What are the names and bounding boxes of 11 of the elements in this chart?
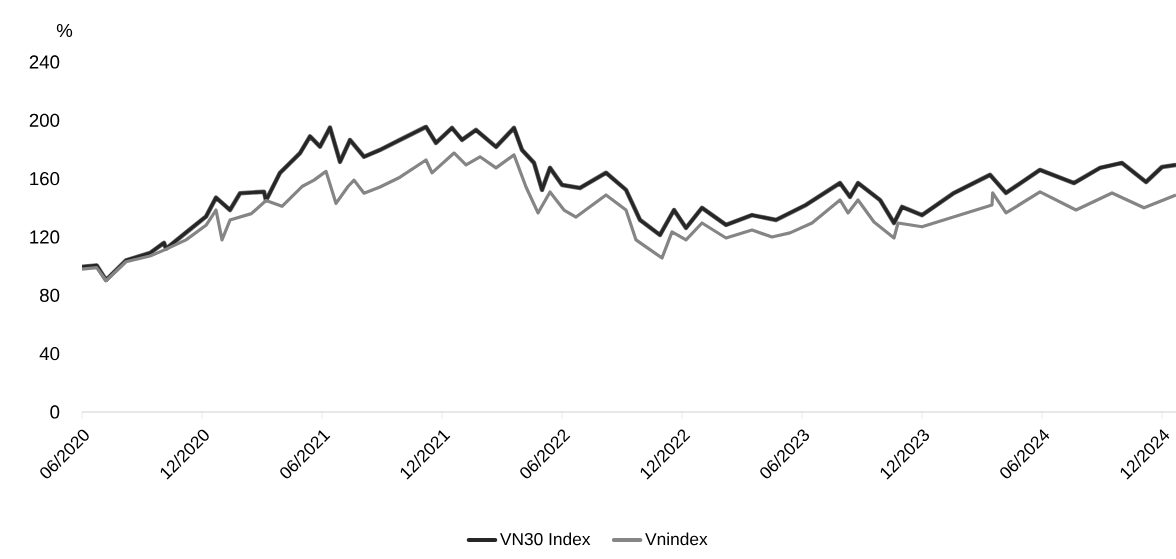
y-tick-label: 0	[50, 405, 60, 419]
y-tick-label: 120	[30, 230, 60, 244]
line-series	[82, 151, 1176, 283]
y-tick-label: 240	[29, 55, 60, 69]
y-axis-title: %	[56, 23, 73, 38]
legend-label: VN30 Index	[500, 532, 591, 546]
y-tick-label: 200	[29, 113, 60, 127]
y-tick-label: 160	[30, 172, 60, 186]
legend-label: Vnindex	[645, 532, 708, 546]
y-tick-label: 40	[39, 347, 60, 361]
y-tick-label: 80	[40, 288, 60, 302]
